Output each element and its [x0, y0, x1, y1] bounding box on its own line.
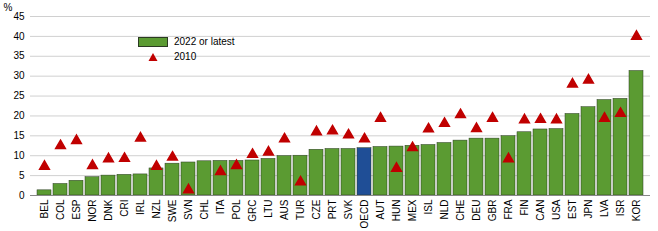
svg-text:GRC: GRC: [247, 200, 258, 222]
svg-text:SVN: SVN: [183, 200, 194, 221]
svg-text:45: 45: [13, 11, 25, 22]
svg-text:NZL: NZL: [151, 199, 162, 218]
svg-text:10: 10: [13, 150, 25, 161]
html-text:2010: 2010: [174, 51, 197, 62]
svg-text:ESP: ESP: [71, 199, 82, 219]
svg-text:ISR: ISR: [615, 200, 626, 217]
svg-text:CAN: CAN: [535, 200, 546, 221]
svg-text:LVA: LVA: [599, 199, 610, 217]
html-text:2022 or latest: 2022 or latest: [174, 36, 235, 47]
svg-text:DEU: DEU: [471, 200, 482, 221]
svg-text:CRI: CRI: [119, 200, 130, 217]
svg-text:30: 30: [13, 70, 25, 81]
svg-text:CHE: CHE: [455, 199, 466, 220]
svg-text:USA: USA: [551, 199, 562, 220]
svg-text:CHL: CHL: [199, 199, 210, 219]
svg-text:%: %: [4, 2, 13, 13]
svg-text:SVK: SVK: [343, 199, 354, 219]
svg-text:JPN: JPN: [583, 200, 594, 219]
svg-text:HUN: HUN: [391, 200, 402, 222]
svg-text:SWE: SWE: [167, 199, 178, 222]
svg-text:AUS: AUS: [279, 199, 290, 220]
svg-text:COL: COL: [55, 199, 66, 220]
svg-text:AUT: AUT: [375, 200, 386, 220]
svg-text:25: 25: [13, 90, 25, 101]
svg-text:PRT: PRT: [327, 200, 338, 220]
svg-text:NOR: NOR: [87, 200, 98, 222]
svg-text:LTU: LTU: [263, 200, 274, 218]
svg-text:POL: POL: [231, 199, 242, 219]
svg-text:TUR: TUR: [295, 200, 306, 221]
svg-text:35: 35: [13, 50, 25, 61]
svg-text:15: 15: [13, 130, 25, 141]
svg-text:EST: EST: [567, 200, 578, 219]
svg-text:KOR: KOR: [631, 200, 642, 222]
svg-text:CZE: CZE: [311, 199, 322, 219]
svg-text:OECD: OECD: [359, 200, 370, 229]
svg-text:IRL: IRL: [135, 199, 146, 215]
svg-text:5: 5: [19, 170, 25, 181]
svg-text:20: 20: [13, 110, 25, 121]
svg-text:40: 40: [13, 31, 25, 42]
svg-text:GBR: GBR: [487, 200, 498, 222]
svg-text:DNK: DNK: [103, 199, 114, 220]
svg-text:FIN: FIN: [519, 200, 530, 216]
svg-text:0: 0: [19, 190, 25, 201]
svg-text:ITA: ITA: [215, 199, 226, 214]
svg-text:MEX: MEX: [407, 199, 418, 221]
svg-text:BEL: BEL: [39, 199, 50, 218]
svg-text:FRA: FRA: [503, 199, 514, 219]
svg-text:NLD: NLD: [439, 200, 450, 220]
svg-text:ISL: ISL: [423, 199, 434, 214]
